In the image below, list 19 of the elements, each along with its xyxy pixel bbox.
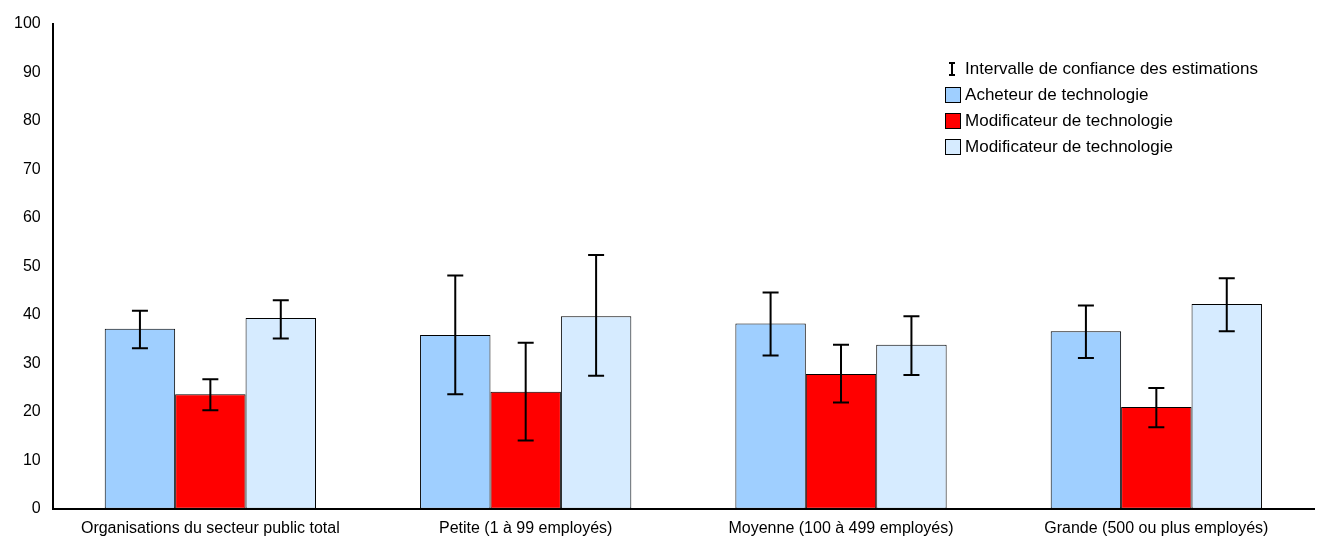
y-tick-label: 30 [22, 353, 41, 371]
y-tick-label: 60 [22, 208, 41, 226]
legend-label: Acheteur de technologie [965, 85, 1149, 105]
legend-label: Modificateur de technologie [965, 111, 1173, 131]
x-tick-label: Moyenne (100 à 499 employés) [728, 518, 954, 536]
x-tick-label: Grande (500 ou plus employés) [1044, 518, 1269, 536]
x-tick-label: Petite (1 à 99 employés) [438, 518, 613, 536]
y-tick-label: 100 [13, 14, 41, 32]
y-tick-label: 50 [22, 256, 41, 274]
y-tick-label: 70 [22, 159, 41, 177]
y-tick-label: 10 [22, 450, 41, 468]
legend-label: Modificateur de technologie [965, 137, 1173, 157]
y-tick-label: 20 [22, 402, 41, 420]
y-tick-label: 0 [31, 499, 41, 517]
y-tick-label: 80 [22, 111, 41, 129]
y-tick-label: 90 [22, 62, 41, 80]
x-tick-label: Organisations du secteur public total [80, 518, 340, 536]
annotation: Intervalle de confiance des estimations [965, 59, 1258, 79]
y-tick-label: 40 [22, 305, 41, 323]
